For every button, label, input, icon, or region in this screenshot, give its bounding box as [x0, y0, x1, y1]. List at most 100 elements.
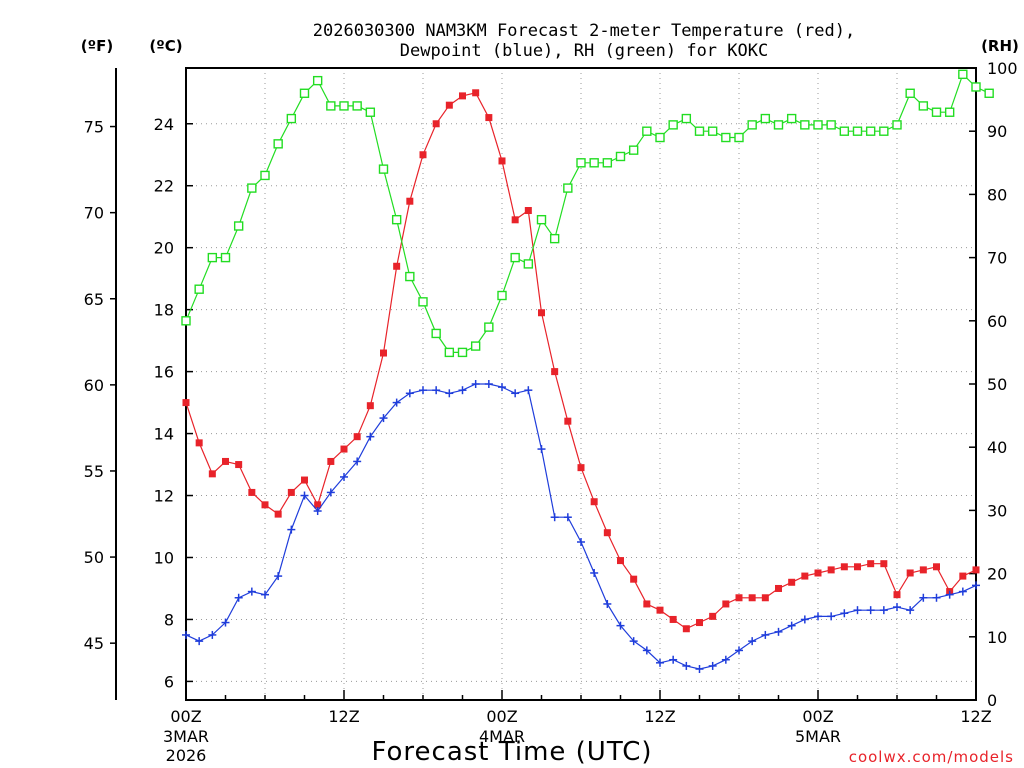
- rh-tick-label: 10: [987, 628, 1007, 647]
- chart-title-line-2: Dewpoint (blue), RH (green) for KOKC: [400, 41, 768, 61]
- dewpoint-point: [866, 606, 875, 615]
- credit-text: coolwx.com/models: [849, 748, 1014, 766]
- dewpoint-point: [577, 538, 585, 546]
- celsius-tick-label: 20: [154, 239, 174, 258]
- dewpoint-point: [379, 414, 388, 423]
- rh-point: [326, 101, 336, 111]
- temperature-point: [656, 606, 664, 614]
- celsius-tick-label: 12: [154, 487, 174, 506]
- dewpoint-point: [932, 593, 941, 602]
- tick-labels: 6 8 10 12 14 16 18 20 22 24 45 50 55 60 65 70 75 0 10 20 30 4…: [84, 59, 1018, 765]
- temperature-point: [551, 368, 559, 376]
- dewpoint-point: [682, 661, 691, 670]
- rh-point: [181, 316, 191, 326]
- dewpoint-point: [182, 630, 190, 639]
- dewpoint-line: [185, 383, 977, 670]
- rh-point: [773, 120, 784, 130]
- rh-point: [958, 69, 968, 80]
- rh-tick-label: 30: [987, 501, 1007, 520]
- dewpoint-point: [787, 621, 796, 630]
- dewpoint-point: [972, 581, 980, 590]
- temperature-point: [301, 476, 308, 484]
- temperature-point: [195, 439, 203, 447]
- rh-point: [918, 101, 929, 111]
- dewpoint-point: [537, 445, 546, 454]
- temperature-point: [972, 566, 980, 574]
- dewpoint-point: [629, 637, 638, 646]
- rh-point: [549, 233, 560, 244]
- temperature-point: [511, 216, 519, 224]
- rh-point: [905, 88, 915, 98]
- temperature-point: [893, 591, 901, 599]
- dewpoint-point: [774, 627, 783, 636]
- rh-line: [185, 73, 990, 353]
- temperature-point: [814, 569, 822, 577]
- rh-point: [457, 347, 468, 358]
- temperature-point: [366, 402, 374, 410]
- temperature-point: [380, 349, 387, 357]
- temperature-point: [603, 529, 611, 537]
- temperature-point: [801, 572, 809, 580]
- temperature-point: [709, 612, 717, 620]
- temperature-point: [406, 197, 414, 205]
- rh-point: [405, 271, 415, 282]
- temperature-point: [577, 464, 585, 472]
- rh-tick-label: 60: [987, 312, 1007, 331]
- dewpoint-point: [879, 606, 888, 615]
- temperature-point: [261, 501, 269, 509]
- celsius-tick-label: 22: [154, 177, 174, 196]
- x-tick-time-label: 12Z: [644, 707, 675, 726]
- temperature-point: [498, 157, 506, 165]
- x-tick-time-label: 12Z: [960, 707, 991, 726]
- dewpoint-point: [669, 655, 678, 664]
- rh-point: [418, 297, 428, 307]
- rh-point: [312, 75, 323, 86]
- rh-point: [431, 328, 441, 339]
- dewpoint-point: [524, 386, 533, 395]
- rh-point: [536, 214, 547, 225]
- dewpoint-point: [511, 389, 520, 398]
- rh-point: [378, 164, 389, 174]
- rh-point: [484, 322, 494, 332]
- temperature-point: [182, 399, 190, 407]
- dewpoint-point: [353, 457, 362, 466]
- rh-tick-label: 70: [987, 249, 1007, 268]
- rh-tick-label: 0: [987, 691, 997, 710]
- temperature-point: [867, 560, 875, 568]
- fahrenheit-tick-label: 75: [84, 118, 104, 137]
- rh-point: [984, 88, 994, 98]
- fahrenheit-tick-label: 55: [84, 462, 104, 481]
- rh-point: [747, 120, 757, 130]
- celsius-tick-label: 10: [154, 548, 174, 567]
- dewpoint-point: [458, 386, 467, 395]
- dewpoint-point: [853, 606, 862, 615]
- rh-point: [786, 113, 797, 124]
- x-tick-time-label: 00Z: [486, 707, 517, 726]
- rh-point: [286, 113, 297, 124]
- rh-point: [681, 113, 692, 124]
- rh-point: [273, 139, 283, 149]
- rh-point: [602, 158, 613, 168]
- temperature-point: [854, 563, 861, 571]
- x-tick-time-label: 12Z: [328, 707, 359, 726]
- dewpoint-point: [656, 658, 664, 667]
- temperature-point: [459, 92, 466, 100]
- rh-point: [260, 170, 270, 181]
- dewpoint-point: [550, 513, 559, 522]
- dewpoint-point: [247, 587, 256, 596]
- temperature-point: [327, 457, 335, 465]
- rh-point: [760, 113, 771, 124]
- dewpoint-point: [221, 618, 230, 627]
- rh-point: [826, 120, 836, 130]
- celsius-tick-label: 16: [154, 363, 174, 382]
- rh-point: [971, 82, 981, 92]
- rh-point: [642, 126, 652, 136]
- x-axis-title: Forecast Time (UTC): [371, 737, 652, 767]
- x-tick-date-label: 3MAR: [163, 727, 209, 746]
- celsius-tick-label: 14: [154, 425, 174, 444]
- temperature-point: [445, 101, 453, 109]
- rh-point: [194, 284, 204, 294]
- dewpoint-point: [616, 621, 625, 630]
- rh-point: [510, 252, 520, 263]
- dewpoint-point: [195, 637, 204, 646]
